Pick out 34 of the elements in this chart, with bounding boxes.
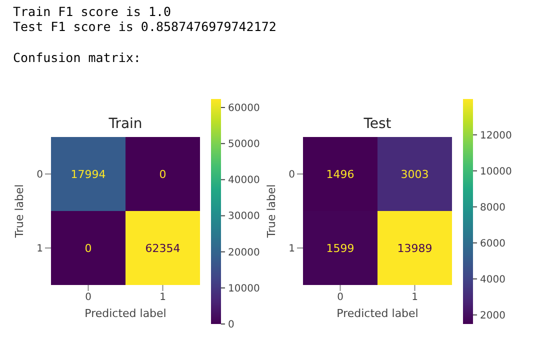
text: Confusion matrix: — [13, 50, 142, 66]
color-bar-label: 20000 — [228, 247, 260, 258]
color-bar-label: 50000 — [228, 139, 260, 150]
x-axis-title: Predicted label — [336, 307, 418, 320]
color-bar-label: 8000 — [480, 202, 506, 214]
color-bar-label: 12000 — [480, 130, 512, 142]
color-bar-label: 2000 — [480, 310, 506, 322]
chart-title: Train — [108, 116, 144, 132]
x-tick-label: 1 — [412, 292, 418, 304]
data-label: 1599 — [326, 242, 354, 255]
text: Test F1 score is 0.8587476979742172 — [13, 18, 276, 34]
x-tick-label: 0 — [337, 292, 344, 304]
chart-title: Test — [362, 116, 392, 132]
color-bar-label: 6000 — [480, 238, 506, 250]
data-label: 0 — [84, 242, 92, 255]
y-axis-title: True label — [12, 184, 26, 239]
x-tick-label: 0 — [85, 292, 92, 304]
x-tick-label: 1 — [160, 292, 166, 304]
data-label: 62354 — [145, 242, 180, 255]
color-bar-label: 60000 — [228, 102, 260, 114]
color-bar-label: 4000 — [480, 274, 506, 286]
data-label: 1496 — [326, 168, 354, 181]
color-bar-label: 0 — [228, 320, 234, 330]
color-bar-label: 30000 — [228, 211, 260, 222]
color-bar-label: 10000 — [480, 166, 512, 178]
color-bar-label: 10000 — [228, 283, 260, 294]
data-label: 0 — [159, 168, 166, 181]
data-label: 3003 — [400, 168, 429, 181]
x-axis-title: Predicted label — [84, 307, 166, 320]
color-bar-label: 40000 — [228, 175, 260, 186]
text: Train F1 score is 1.0 — [13, 4, 172, 20]
data-label: 17994 — [70, 168, 106, 181]
data-label: 13989 — [397, 242, 432, 255]
y-axis-title: True label — [264, 184, 278, 239]
